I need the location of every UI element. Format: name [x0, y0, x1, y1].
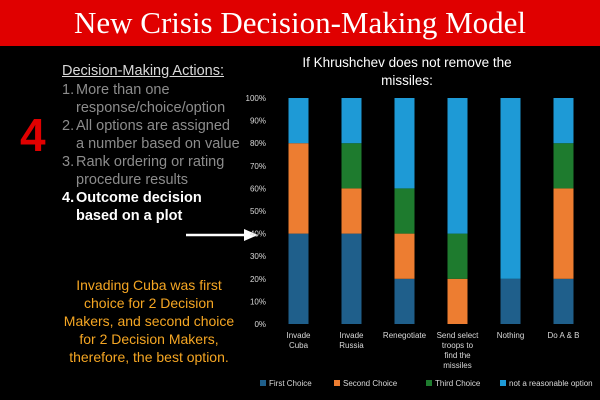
bar-segment — [553, 98, 574, 144]
bar-segment — [447, 233, 468, 279]
bar-segment — [288, 143, 309, 234]
slide-title: New Crisis Decision-Making Model — [73, 5, 527, 40]
action-text: More than one response/choice/option — [76, 82, 226, 116]
y-tick-label: 60% — [250, 184, 266, 193]
x-tick-label: Invade Russia — [339, 331, 364, 350]
legend-label: not a reasonable option — [509, 379, 593, 388]
bar-segment — [394, 278, 415, 324]
bar-segment — [553, 278, 574, 324]
action-text: Rank ordering or rating procedure result… — [76, 154, 225, 188]
legend-swatch — [500, 380, 506, 386]
x-tick-label: Renegotiate — [383, 331, 427, 340]
bar-segment — [447, 278, 468, 324]
x-tick-label: Do A & B — [547, 331, 579, 340]
legend-label: Third Choice — [435, 379, 481, 388]
bar-segment — [553, 188, 574, 279]
decision-actions-panel: Decision-Making Actions: 1. More than one… — [62, 62, 242, 225]
y-tick-label: 90% — [250, 117, 266, 126]
action-item-4: 4. Outcome decision based on a plot — [62, 189, 242, 225]
bar-segment — [500, 98, 521, 279]
stacked-bar-chart: 0% 10% 20% 30% 40% 50% 60% 70% 80% 90% 100% Invade C… — [246, 94, 593, 388]
conclusion-text: Invading Cuba was first choice for 2 Dec… — [63, 277, 235, 365]
action-text: All options are assigned a number based … — [76, 118, 240, 152]
bar-segment — [447, 98, 468, 234]
right-arrow-icon — [186, 229, 258, 241]
actions-heading: Decision-Making Actions: — [62, 63, 224, 79]
bar-segment — [288, 98, 309, 144]
action-number: 1. — [62, 82, 75, 98]
y-tick-label: 70% — [250, 162, 266, 171]
action-item-1: 1. More than one response/choice/option — [62, 81, 242, 117]
legend-swatch — [260, 380, 266, 386]
action-number: 2. — [62, 118, 75, 134]
action-item-3: 3. Rank ordering or rating procedure resu… — [62, 153, 242, 189]
y-tick-label: 30% — [250, 252, 266, 261]
action-text: Outcome decision based on a plot — [76, 190, 202, 224]
bar-segment — [341, 233, 362, 324]
legend-label: Second Choice — [343, 379, 398, 388]
action-number: 4. — [62, 190, 75, 206]
y-tick-label: 40% — [250, 230, 266, 239]
action-number: 3. — [62, 154, 75, 170]
x-tick-label: Nothing — [497, 331, 525, 340]
y-tick-label: 10% — [250, 297, 266, 306]
y-tick-label: 0% — [254, 320, 266, 329]
bar-segment — [500, 278, 521, 324]
y-tick-label: 20% — [250, 275, 266, 284]
actions-list: 1. More than one response/choice/option 2… — [62, 81, 242, 225]
bar-segment — [553, 143, 574, 189]
title-bar: New Crisis Decision-Making Model — [0, 0, 600, 46]
y-tick-label: 100% — [246, 94, 266, 103]
x-tick-label: Invade Cuba — [286, 331, 311, 350]
bar-segment — [341, 188, 362, 234]
step-number: 4 — [20, 109, 46, 161]
legend-swatch — [426, 380, 432, 386]
legend-label: First Choice — [269, 379, 312, 388]
y-tick-label: 50% — [250, 207, 266, 216]
bar-segment — [394, 188, 415, 234]
x-tick-label: Send select troops to find the missiles — [437, 331, 480, 370]
chart-title: If Khrushchev does not remove the missil… — [302, 55, 512, 88]
bar-segment — [394, 233, 415, 279]
bar-segment — [288, 233, 309, 324]
legend-swatch — [334, 380, 340, 386]
y-tick-label: 80% — [250, 139, 266, 148]
bar-segment — [341, 98, 362, 144]
action-item-2: 2. All options are assigned a number base… — [62, 117, 242, 153]
bar-segment — [394, 98, 415, 189]
bar-segment — [341, 143, 362, 189]
